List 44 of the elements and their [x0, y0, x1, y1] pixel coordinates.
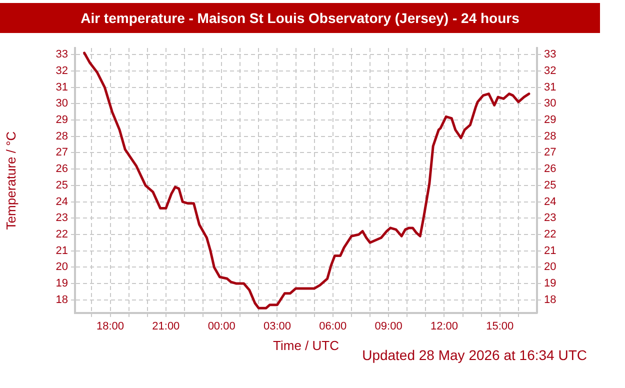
- y2-tick-label: 18: [544, 294, 556, 306]
- y-tick-label: 24: [56, 196, 68, 208]
- x-tick-label: 00:00: [208, 320, 236, 333]
- y-tick-label: 33: [56, 48, 68, 61]
- y-tick-label: 18: [56, 294, 68, 306]
- y2-tick-label: 30: [544, 98, 556, 110]
- y-tick-label: 30: [56, 98, 68, 110]
- text: Updated 28 May 2026 at 16:34 UTC: [362, 347, 587, 363]
- y-tick-label: 23: [56, 212, 68, 224]
- y-tick-label: 20: [56, 261, 68, 274]
- y-tick-label: 27: [56, 146, 68, 159]
- y2-tick-label: 27: [544, 146, 556, 159]
- y-tick-label: 25: [56, 179, 68, 192]
- y-axis-title: Temperature / °C: [3, 131, 18, 230]
- x-axis-title: Time / UTC: [273, 338, 339, 353]
- chart-title: Air temperature - Maison St Louis Observatory (Jersey) - 24 hours: [0, 3, 600, 33]
- y-tick-label: 31: [56, 81, 68, 94]
- y-tick-label: 26: [56, 163, 68, 176]
- x-tick-label: 06:00: [319, 320, 347, 333]
- y2-tick-label: 24: [544, 196, 556, 208]
- x-tick-label: 21:00: [152, 320, 180, 333]
- y-tick-label: 19: [56, 278, 68, 290]
- y2-tick-label: 28: [544, 130, 556, 142]
- x-tick-label: 18:00: [96, 320, 124, 333]
- y2-tick-label: 20: [544, 261, 556, 274]
- y2-tick-label: 26: [544, 163, 556, 176]
- y2-tick-label: 23: [544, 212, 556, 224]
- x-tick-label: 09:00: [374, 320, 402, 333]
- x-tick-label: 15:00: [486, 320, 514, 333]
- y2-tick-label: 25: [544, 179, 556, 192]
- y2-tick-label: 21: [544, 244, 556, 257]
- y2-tick-label: 29: [544, 114, 556, 126]
- y-tick-label: 21: [56, 244, 68, 257]
- y-tick-label: 28: [56, 130, 68, 142]
- y2-tick-label: 32: [544, 64, 556, 77]
- y2-tick-label: 33: [544, 48, 556, 61]
- x-tick-label: 12:00: [430, 320, 458, 333]
- y-tick-label: 22: [56, 228, 68, 241]
- y2-tick-label: 31: [544, 81, 556, 94]
- x-tick-label: 03:00: [263, 320, 292, 333]
- y-tick-label: 29: [56, 114, 68, 126]
- y-tick-label: 32: [56, 64, 68, 77]
- y2-tick-label: 22: [544, 228, 556, 241]
- y2-tick-label: 19: [544, 278, 556, 290]
